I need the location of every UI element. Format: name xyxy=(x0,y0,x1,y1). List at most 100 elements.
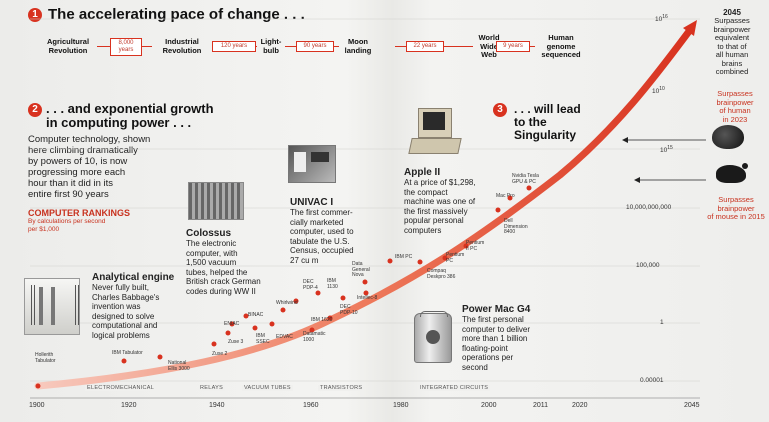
callout-colossus: Colossus The electronic computer, with 1,… xyxy=(186,228,286,296)
section-2-body: Computer technology, shown here climbing… xyxy=(28,134,151,200)
callout-title: 2045 xyxy=(723,8,741,17)
callout-body: The first commer-cially marketed compute… xyxy=(290,208,354,265)
analytical-engine-image xyxy=(24,278,80,335)
data-point xyxy=(442,255,448,261)
callout-body: The first personal computer to deliver mo… xyxy=(462,315,531,372)
label-ibm-1620: IBM 1620 xyxy=(311,317,333,323)
label-binac: BINAC xyxy=(248,312,264,318)
milestone-world-wide-web: World Wide Web xyxy=(478,33,500,59)
callout-apple-ii: Apple II At a price of $1,298, the compac… xyxy=(404,167,504,235)
y-label-100000: 100,000 xyxy=(636,262,660,269)
data-point xyxy=(340,295,346,301)
section-3-title: . . . will lead to the Singularity xyxy=(514,102,581,142)
data-point xyxy=(157,354,163,360)
computer-rankings: COMPUTER RANKINGS By calculations per se… xyxy=(28,208,138,233)
gap-9-years: 9 years xyxy=(496,41,530,52)
data-point xyxy=(495,207,501,213)
data-point xyxy=(269,321,275,327)
y-label-1e10: 1010 xyxy=(652,86,665,96)
data-point xyxy=(507,195,513,201)
callout-human-2023: Surpasses brainpower of human in 2023 xyxy=(716,89,754,124)
data-point xyxy=(463,243,469,249)
milestone-human-genome: Human genome sequenced xyxy=(541,33,581,59)
y-label-10-billion: 10,000,000,000 xyxy=(626,204,672,211)
arrow-head xyxy=(634,177,640,183)
colossus-image xyxy=(188,182,244,220)
y-label-1e15: 1015 xyxy=(660,145,673,155)
power-mac-g4-image xyxy=(414,311,452,363)
y-label-1e16: 1016 xyxy=(655,14,668,24)
callout-analytical-engine: Analytical engine Never fully built, Char… xyxy=(92,272,197,340)
data-point xyxy=(387,258,393,264)
gap-22-years: 22 years xyxy=(406,41,444,52)
data-point xyxy=(315,290,321,296)
mouse-ear-icon xyxy=(742,163,748,169)
era-relays: RELAYS xyxy=(198,385,226,391)
curve-arrow-head xyxy=(683,20,697,36)
callout-title: Analytical engine xyxy=(92,272,175,283)
label-hollerith-tabulator: Hollerith Tabulator xyxy=(35,352,56,364)
label-nvidia-tesla: Nvidia Tesla GPU & PC xyxy=(512,173,539,185)
data-point xyxy=(211,341,217,347)
data-point xyxy=(309,327,315,333)
callout-power-mac-g4: Power Mac G4 The first personal computer … xyxy=(462,304,562,372)
label-ibm-ssec: IBM SSEC xyxy=(256,333,270,345)
label-ibm-tabulator: IBM Tabulator xyxy=(112,350,143,356)
data-point xyxy=(362,279,368,285)
label-eniac: ENIAC xyxy=(224,321,240,327)
milestone-lightbulb: Light-bulb xyxy=(260,37,282,55)
label-national-ellis: National Ellis 3000 xyxy=(168,360,190,372)
section-1-title: The accelerating pace of change . . . xyxy=(48,6,305,23)
label-edvac: EDVAC xyxy=(276,334,293,340)
era-integrated-circuits: INTEGRATED CIRCUITS xyxy=(418,385,491,391)
x-tick-1900: 1900 xyxy=(29,402,45,409)
y-label-0.00001: 0.00001 xyxy=(640,377,664,384)
data-point xyxy=(229,321,235,327)
label-ibm-pc: IBM PC xyxy=(395,254,413,260)
human-brain-icon xyxy=(712,125,744,149)
arrow-head xyxy=(622,137,628,143)
data-point xyxy=(280,307,286,313)
milestone-industrial-revolution: Industrial Revolution xyxy=(162,37,202,55)
x-tick-2011: 2011 xyxy=(533,402,549,409)
milestone-timeline: Agricultural Revolution Industrial Revolut… xyxy=(40,33,581,60)
univac-image xyxy=(288,145,336,183)
label-data-general-nova: Data General Nova xyxy=(352,261,370,278)
label-compaq-deskpro: Compaq Deskpro 386 xyxy=(427,268,456,280)
data-point xyxy=(363,290,369,296)
callout-title: Power Mac G4 xyxy=(462,304,531,315)
label-whirlwind: Whirlwind xyxy=(276,300,298,306)
x-tick-1920: 1920 xyxy=(121,402,137,409)
x-tick-1960: 1960 xyxy=(303,402,319,409)
era-electromechanical: ELECTROMECHANICAL xyxy=(85,385,157,391)
section-1-number: 1 xyxy=(28,8,42,22)
label-intellec-8: Intellec-8 xyxy=(357,295,378,301)
label-datamatic: Datamatic 1000 xyxy=(303,331,326,343)
x-tick-1940: 1940 xyxy=(209,402,225,409)
y-label-1: 1 xyxy=(660,319,664,326)
gap-8000-years: 8,000 years xyxy=(110,38,142,56)
callout-body: The electronic computer, with 1,500 vacuu… xyxy=(186,239,261,296)
section-2-title: . . . and exponential growth in computin… xyxy=(46,101,214,130)
data-point xyxy=(225,330,231,336)
era-vacuum-tubes: VACUUM TUBES xyxy=(242,385,293,391)
label-pentium-ii-pc: Pentium II PC xyxy=(466,240,485,252)
label-ibm-1130: IBM 1130 xyxy=(327,278,338,290)
milestone-agricultural-revolution: Agricultural Revolution xyxy=(46,37,90,55)
rankings-subtitle: By calculations per second per $1,000 xyxy=(28,218,106,233)
mouse-icon xyxy=(716,165,746,183)
label-dell-dimension: Dell Dimension 8400 xyxy=(504,218,528,235)
label-dec-pdp-10: DEC PDP-10 xyxy=(340,304,358,316)
data-point xyxy=(252,325,258,331)
data-point xyxy=(243,313,249,319)
apple-ii-image xyxy=(408,108,462,154)
rankings-title: COMPUTER RANKINGS xyxy=(28,208,131,218)
x-tick-2000: 2000 xyxy=(481,402,497,409)
gap-90-years: 90 years xyxy=(296,41,334,52)
label-zuse-3: Zuse 3 xyxy=(228,339,244,345)
data-point xyxy=(526,185,532,191)
data-points xyxy=(35,185,532,389)
data-point xyxy=(35,383,41,389)
callout-body: Never fully built, Charles Babbage's inve… xyxy=(92,283,160,340)
data-point xyxy=(327,315,333,321)
